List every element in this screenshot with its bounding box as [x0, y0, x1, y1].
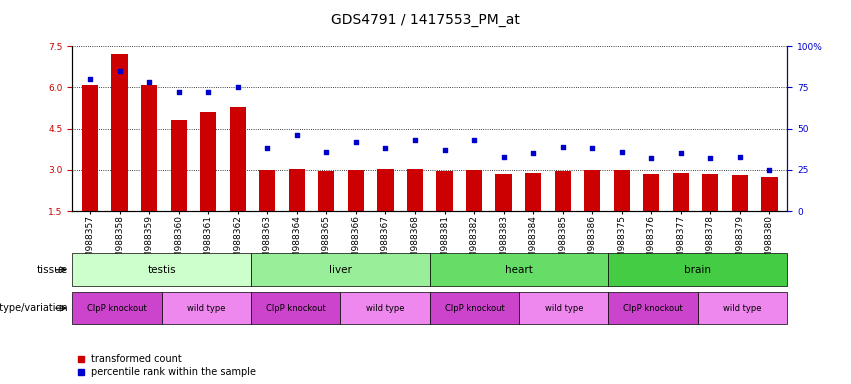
Text: GDS4791 / 1417553_PM_at: GDS4791 / 1417553_PM_at	[331, 13, 520, 27]
Text: wild type: wild type	[187, 304, 226, 313]
Point	[467, 137, 481, 143]
Bar	[495, 174, 511, 211]
Point	[231, 84, 244, 91]
Point	[674, 151, 688, 157]
Text: tissue: tissue	[37, 265, 68, 275]
Text: wild type: wild type	[545, 304, 583, 313]
Bar	[614, 170, 630, 211]
Bar	[643, 174, 660, 211]
Bar	[288, 169, 305, 211]
Point	[349, 139, 363, 145]
Point	[437, 147, 451, 153]
Point	[526, 151, 540, 157]
Bar	[672, 173, 689, 211]
Bar	[702, 174, 718, 211]
Bar	[230, 107, 246, 211]
Text: liver: liver	[329, 265, 351, 275]
Text: percentile rank within the sample: percentile rank within the sample	[91, 367, 256, 377]
Bar	[82, 84, 98, 211]
Text: ClpP knockout: ClpP knockout	[266, 304, 326, 313]
Bar	[111, 55, 128, 211]
Point	[83, 76, 97, 82]
Point	[556, 144, 569, 150]
Text: ClpP knockout: ClpP knockout	[623, 304, 683, 313]
Point	[379, 146, 392, 152]
Bar	[407, 169, 423, 211]
Bar	[437, 171, 453, 211]
Point	[202, 89, 215, 95]
Text: ClpP knockout: ClpP knockout	[444, 304, 505, 313]
Text: testis: testis	[147, 265, 176, 275]
Bar	[584, 170, 600, 211]
Bar	[732, 175, 748, 211]
Text: heart: heart	[505, 265, 533, 275]
Point	[704, 155, 717, 161]
Text: wild type: wild type	[366, 304, 404, 313]
Text: wild type: wild type	[723, 304, 762, 313]
Bar	[200, 112, 216, 211]
Point	[585, 146, 599, 152]
Bar	[348, 170, 364, 211]
Text: genotype/variation: genotype/variation	[0, 303, 68, 313]
Bar	[525, 173, 541, 211]
Point	[260, 146, 274, 152]
Point	[142, 79, 156, 86]
Point	[290, 132, 304, 138]
Bar	[555, 171, 571, 211]
Bar	[260, 170, 276, 211]
Point	[615, 149, 629, 155]
Bar	[377, 169, 393, 211]
Point	[762, 167, 776, 173]
Point	[497, 154, 511, 160]
Text: transformed count: transformed count	[91, 354, 182, 364]
Point	[408, 137, 422, 143]
Bar	[141, 84, 157, 211]
Text: ClpP knockout: ClpP knockout	[87, 304, 147, 313]
Text: brain: brain	[684, 265, 711, 275]
Bar	[466, 170, 483, 211]
Point	[644, 155, 658, 161]
Point	[733, 154, 746, 160]
Bar	[318, 171, 334, 211]
Point	[320, 149, 334, 155]
Bar	[762, 177, 778, 211]
Point	[172, 89, 186, 95]
Bar	[170, 121, 187, 211]
Point	[113, 68, 127, 74]
